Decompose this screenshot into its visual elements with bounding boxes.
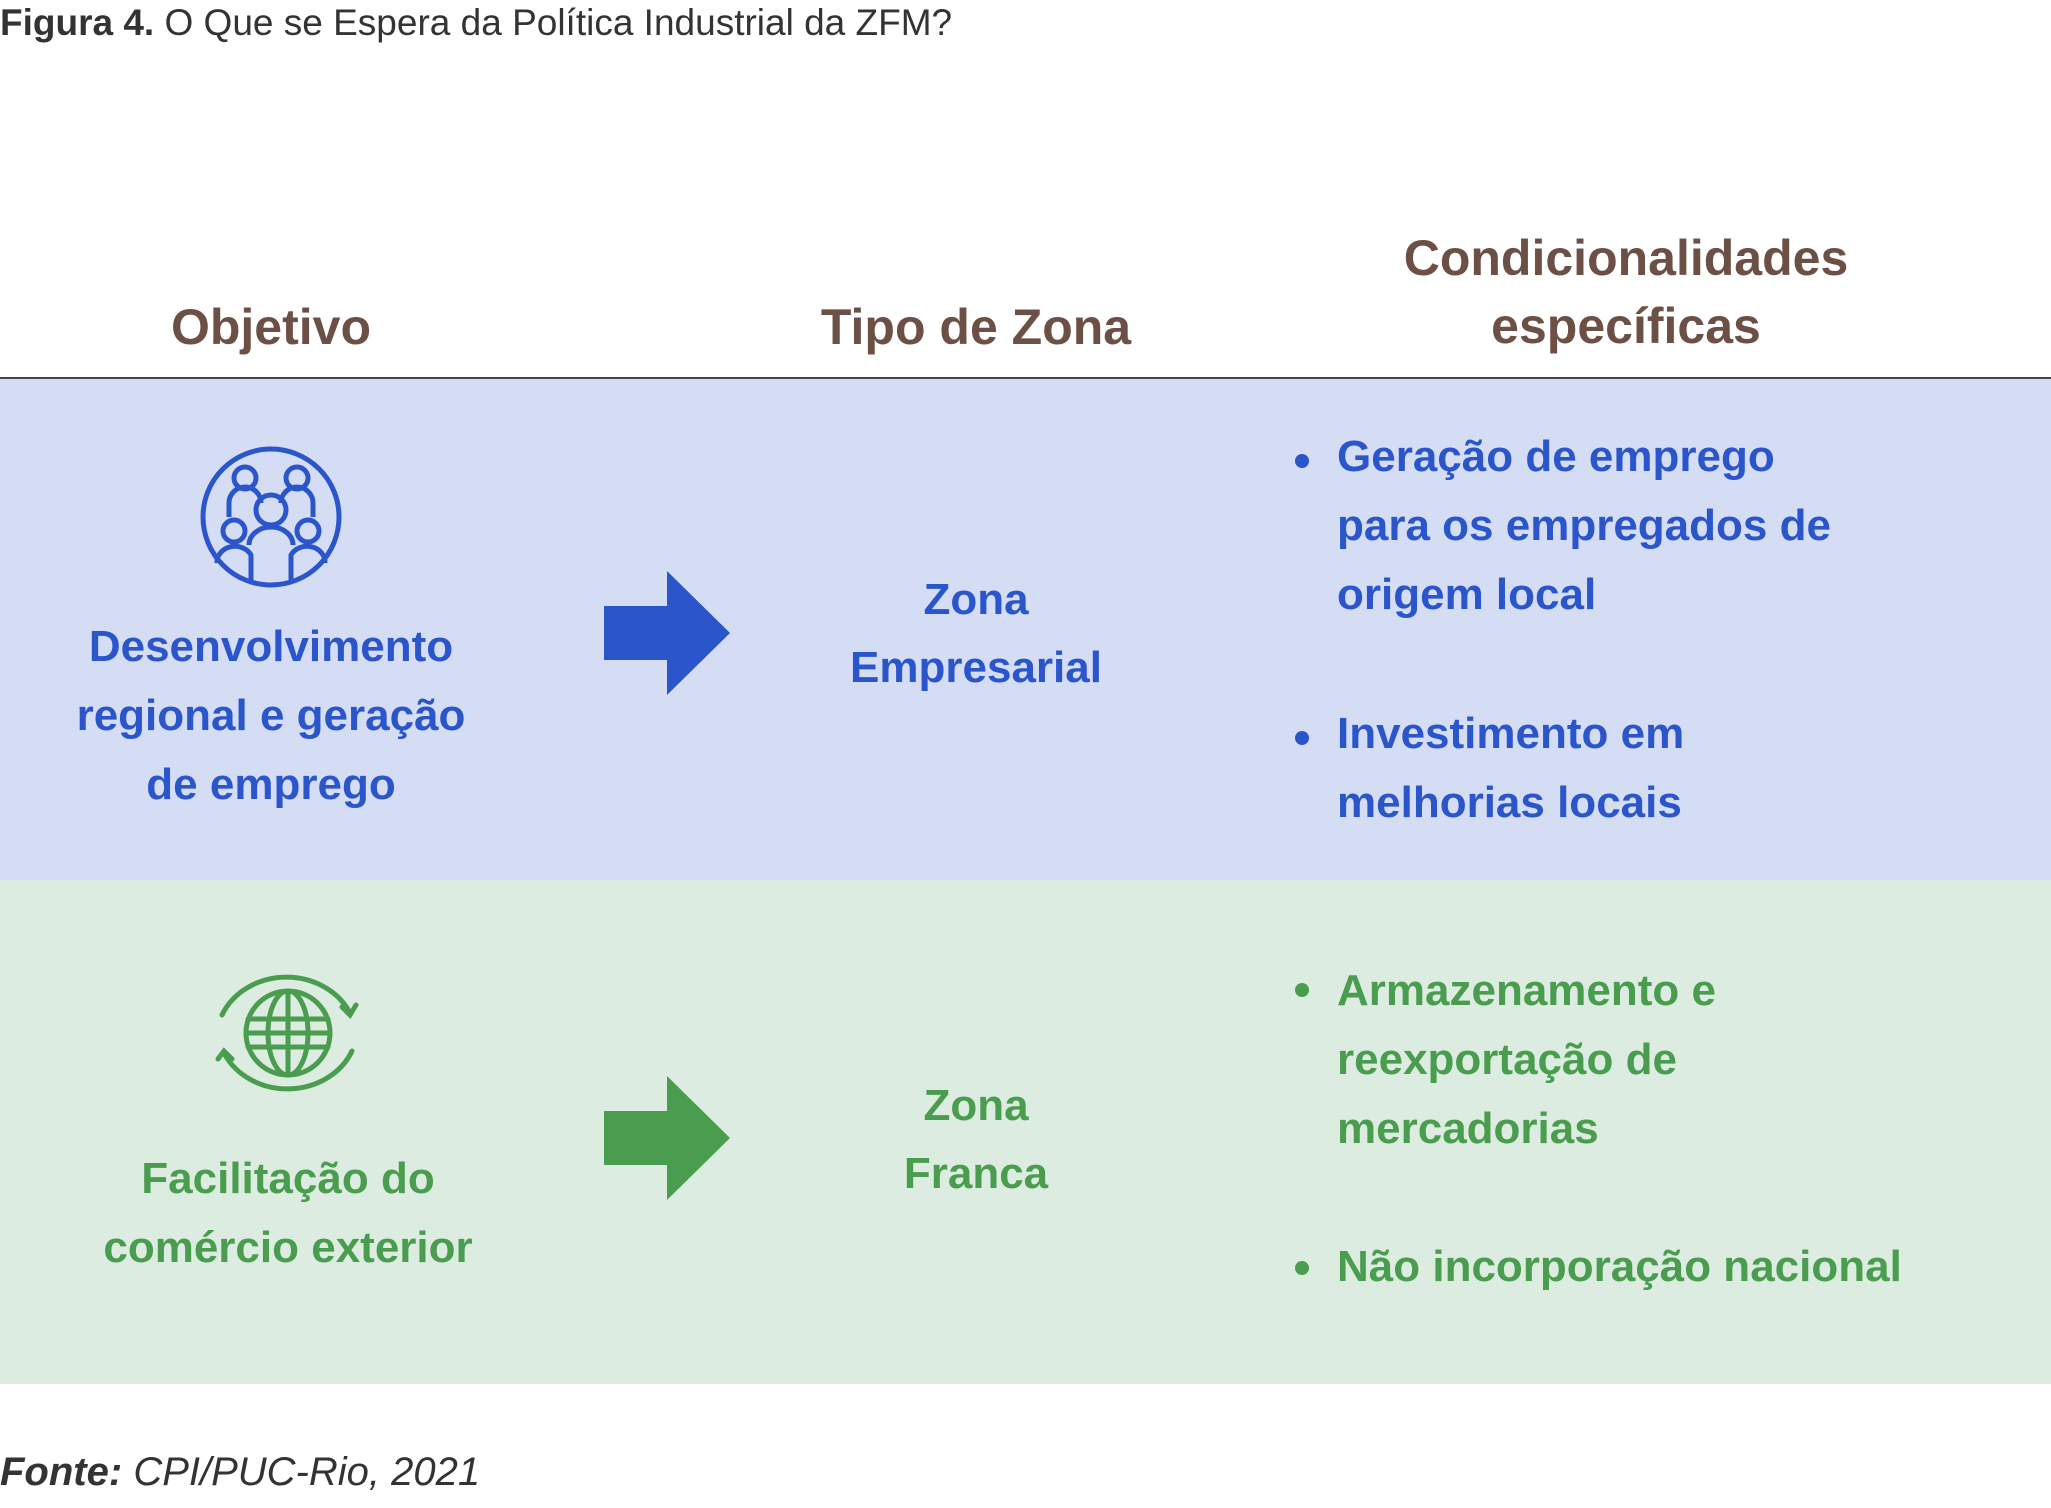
bullet-icon [1295,1261,1309,1275]
zone-line: Zona [923,575,1029,624]
header-conditions-line: Condicionalidades [1403,230,1849,286]
condition-line: Armazenamento e [1337,966,1717,1015]
condition-line: Não incorporação nacional [1337,1242,1902,1291]
condition-item: Geração de emprego para os empregados de… [1337,422,1831,629]
figure-title-text: O Que se Espera da Política Industrial d… [164,2,953,43]
condition-item: Não incorporação nacional [1337,1232,1902,1301]
condition-line: mercadorias [1337,1104,1599,1153]
arrow-right-icon [604,1076,730,1200]
objective-line: Facilitação do [141,1154,435,1203]
condition-line: para os empregados de [1337,501,1831,550]
bullet-icon [1295,454,1309,468]
zone-type-text: Zona Empresarial [850,566,1102,702]
row-band-trade [0,880,2051,1384]
objective-line: comércio exterior [103,1223,473,1272]
people-group-icon [200,446,342,588]
condition-line: Geração de emprego [1337,432,1775,481]
zone-line: Empresarial [850,643,1102,692]
zone-type-text: Zona Franca [904,1072,1048,1208]
source-text: CPI/PUC-Rio, 2021 [133,1450,481,1494]
zone-line: Zona [923,1081,1029,1130]
condition-line: origem local [1337,570,1597,619]
objective-text: Facilitação do comércio exterior [103,1144,472,1282]
bullet-icon [1295,731,1309,745]
source-note: Fonte: CPI/PUC-Rio, 2021 [0,1450,480,1495]
condition-item: Armazenamento e reexportação de mercador… [1337,956,1716,1163]
header-zone-type: Tipo de Zona [820,299,1132,355]
condition-line: reexportação de [1337,1035,1677,1084]
objective-line: de emprego [146,760,396,809]
header-divider [0,377,2051,379]
row-band-employment [0,379,2051,880]
condition-item: Investimento em melhorias locais [1337,699,1684,837]
figure-label: Figura 4. [0,2,155,43]
condition-line: Investimento em [1337,709,1685,758]
globe-exchange-icon [215,974,359,1092]
header-objective: Objetivo [170,299,372,355]
figure-title: Figura 4. O Que se Espera da Política In… [0,2,952,44]
objective-line: Desenvolvimento [88,622,454,671]
objective-text: Desenvolvimento regional e geração de em… [77,612,466,819]
source-label: Fonte: [0,1450,123,1494]
zone-line: Franca [903,1149,1049,1198]
bullet-icon [1295,983,1309,997]
condition-line: melhorias locais [1337,778,1682,827]
header-conditions: Condicionalidades específicas [1404,224,1849,360]
header-conditions-line: específicas [1491,298,1761,354]
arrow-right-icon [604,571,730,695]
objective-line: regional e geração [76,691,466,740]
